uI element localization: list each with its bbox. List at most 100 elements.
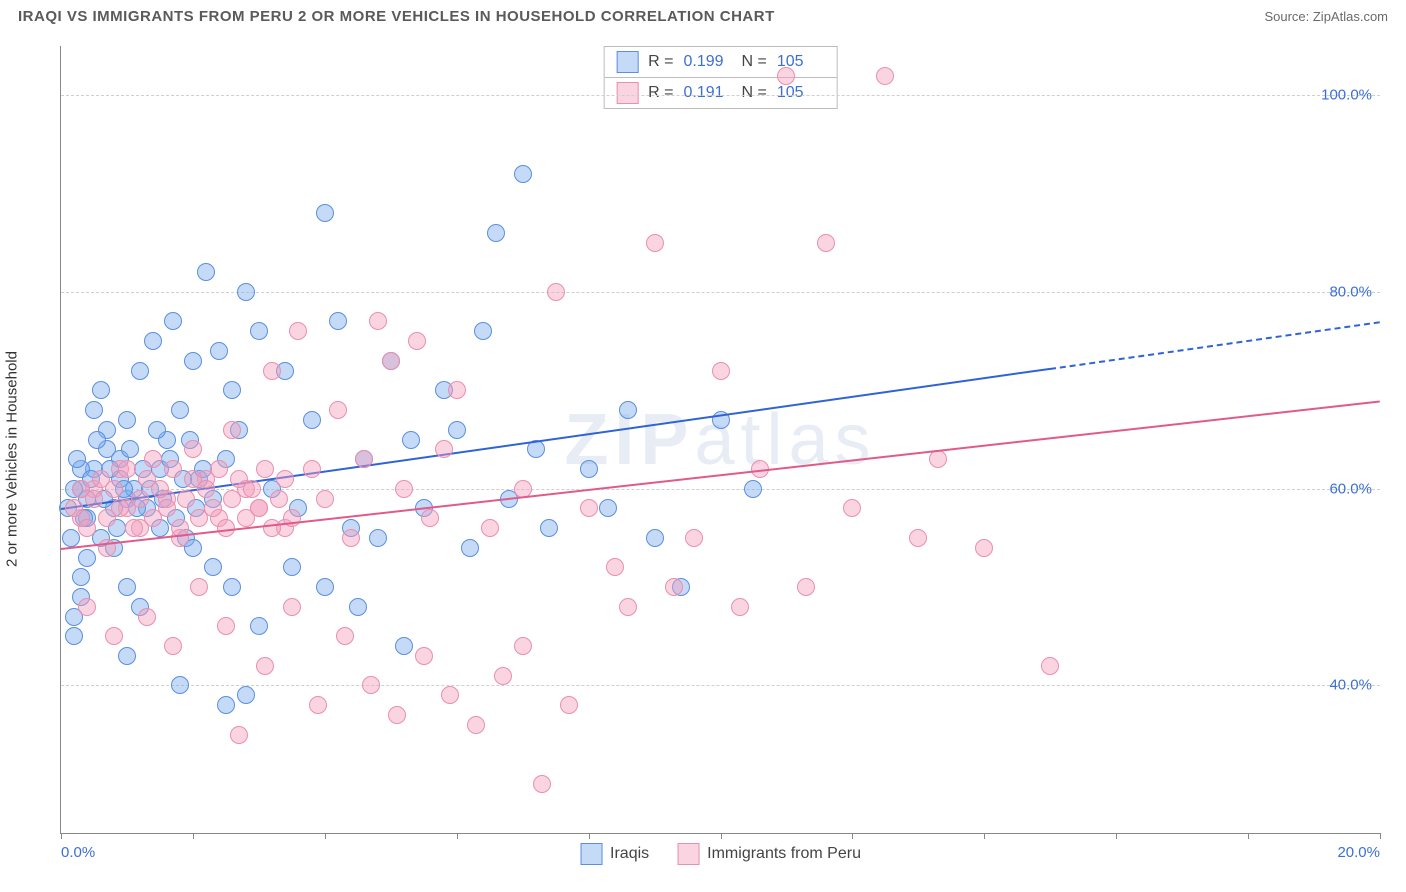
data-point xyxy=(797,578,815,596)
stat-label-r: R = xyxy=(648,84,673,102)
plot-area: ZIPatlas R = 0.199 N = 105 R = 0.191 N =… xyxy=(60,46,1380,834)
data-point xyxy=(316,578,334,596)
gridline xyxy=(61,95,1380,96)
data-point xyxy=(309,696,327,714)
data-point xyxy=(712,362,730,380)
data-point xyxy=(243,480,261,498)
data-point xyxy=(283,558,301,576)
data-point xyxy=(164,637,182,655)
data-point xyxy=(817,234,835,252)
data-point xyxy=(204,558,222,576)
swatch-iraqis xyxy=(616,51,638,73)
data-point xyxy=(105,627,123,645)
swatch-peru xyxy=(616,82,638,104)
x-axis-min-label: 0.0% xyxy=(61,844,95,861)
x-tick xyxy=(852,833,853,839)
data-point xyxy=(388,706,406,724)
chart-title: IRAQI VS IMMIGRANTS FROM PERU 2 OR MORE … xyxy=(18,8,775,25)
chart-container: 2 or more Vehicles in Household ZIPatlas… xyxy=(18,38,1388,880)
data-point xyxy=(223,421,241,439)
x-tick xyxy=(984,833,985,839)
stat-label-n: N = xyxy=(742,84,767,102)
data-point xyxy=(78,549,96,567)
data-point xyxy=(560,696,578,714)
legend-item-iraqis: Iraqis xyxy=(580,843,649,865)
data-point xyxy=(230,726,248,744)
data-point xyxy=(263,519,281,537)
data-point xyxy=(580,499,598,517)
data-point xyxy=(382,352,400,370)
y-tick-label: 60.0% xyxy=(1329,480,1372,497)
data-point xyxy=(118,460,136,478)
data-point xyxy=(263,362,281,380)
data-point xyxy=(148,421,166,439)
data-point xyxy=(514,637,532,655)
data-point xyxy=(929,450,947,468)
legend-label-peru: Immigrants from Peru xyxy=(707,845,861,863)
stat-value-n-peru: 105 xyxy=(777,84,825,102)
data-point xyxy=(250,499,268,517)
data-point xyxy=(204,499,222,517)
data-point xyxy=(843,499,861,517)
data-point xyxy=(402,431,420,449)
legend-swatch-iraqis xyxy=(580,843,602,865)
trend-line xyxy=(1050,321,1380,370)
data-point xyxy=(606,558,624,576)
data-point xyxy=(158,499,176,517)
data-point xyxy=(975,539,993,557)
data-point xyxy=(329,401,347,419)
data-point xyxy=(65,627,83,645)
data-point xyxy=(256,460,274,478)
data-point xyxy=(395,637,413,655)
data-point xyxy=(876,67,894,85)
data-point xyxy=(646,234,664,252)
data-point xyxy=(619,598,637,616)
data-point xyxy=(329,312,347,330)
legend-label-iraqis: Iraqis xyxy=(610,845,649,863)
data-point xyxy=(342,529,360,547)
data-point xyxy=(177,490,195,508)
stats-legend: R = 0.199 N = 105 R = 0.191 N = 105 xyxy=(603,46,838,109)
gridline xyxy=(61,292,1380,293)
data-point xyxy=(138,608,156,626)
data-point xyxy=(580,460,598,478)
data-point xyxy=(355,450,373,468)
data-point xyxy=(481,519,499,537)
data-point xyxy=(777,67,795,85)
data-point xyxy=(494,667,512,685)
data-point xyxy=(118,411,136,429)
data-point xyxy=(190,578,208,596)
data-point xyxy=(415,647,433,665)
data-point xyxy=(92,381,110,399)
data-point xyxy=(237,283,255,301)
x-tick xyxy=(589,833,590,839)
data-point xyxy=(336,627,354,645)
data-point xyxy=(65,499,83,517)
data-point xyxy=(283,598,301,616)
data-point xyxy=(210,342,228,360)
data-point xyxy=(164,312,182,330)
data-point xyxy=(349,598,367,616)
data-point xyxy=(171,401,189,419)
data-point xyxy=(118,578,136,596)
data-point xyxy=(171,676,189,694)
data-point xyxy=(237,686,255,704)
stats-row-peru: R = 0.191 N = 105 xyxy=(604,77,837,108)
y-tick-label: 80.0% xyxy=(1329,283,1372,300)
data-point xyxy=(461,539,479,557)
data-point xyxy=(289,322,307,340)
data-point xyxy=(72,568,90,586)
data-point xyxy=(303,460,321,478)
stat-value-r-peru: 0.191 xyxy=(684,84,732,102)
y-axis-label: 2 or more Vehicles in Household xyxy=(4,351,21,567)
data-point xyxy=(421,509,439,527)
data-point xyxy=(210,460,228,478)
data-point xyxy=(62,529,80,547)
x-tick xyxy=(1380,833,1381,839)
data-point xyxy=(316,490,334,508)
data-point xyxy=(184,352,202,370)
data-point xyxy=(85,401,103,419)
legend-item-peru: Immigrants from Peru xyxy=(677,843,861,865)
source-label: Source: ZipAtlas.com xyxy=(1264,9,1388,24)
data-point xyxy=(599,499,617,517)
